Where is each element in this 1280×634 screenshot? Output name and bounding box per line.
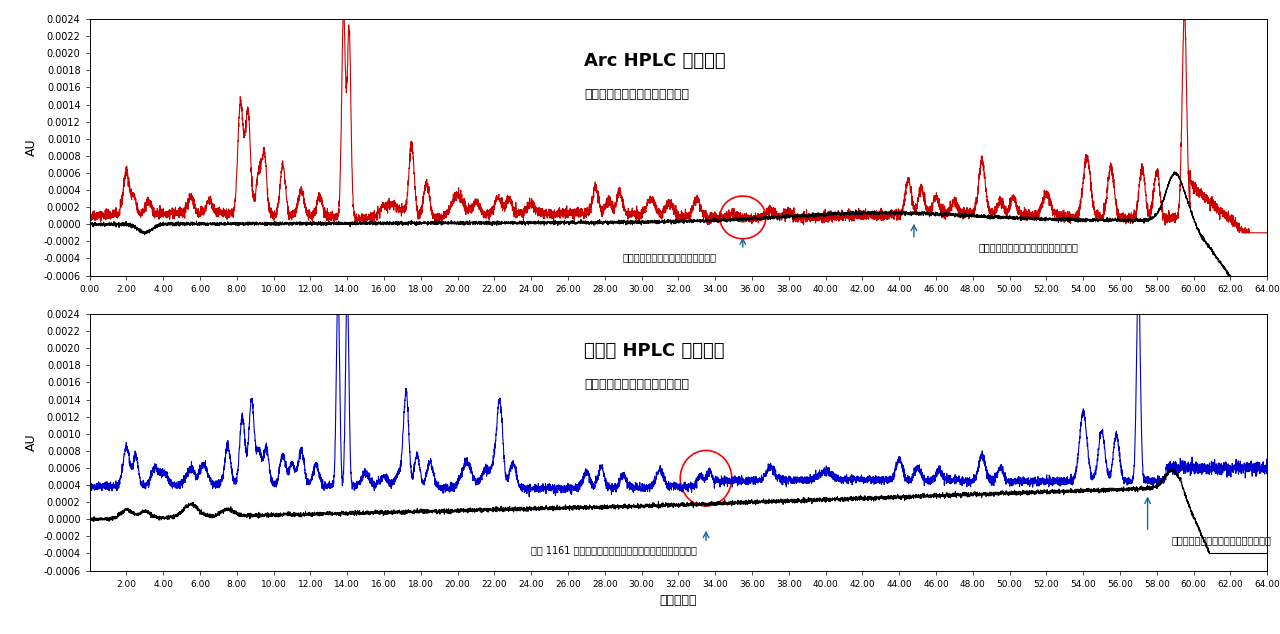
- Text: 分析後ブランク試料のクロマトグラム: 分析後ブランク試料のクロマトグラム: [1171, 535, 1271, 545]
- Text: 面積 1161 のクロルヘキシジンのピークが検出されている: 面積 1161 のクロルヘキシジンのピークが検出されている: [531, 545, 696, 555]
- Text: Arc HPLC システム: Arc HPLC システム: [584, 53, 726, 70]
- Text: 他社製 HPLC システム: 他社製 HPLC システム: [584, 342, 724, 360]
- Text: 試験サンプルのクロマトグラム: 試験サンプルのクロマトグラム: [584, 378, 689, 391]
- Text: 試験サンプルのクロマトグラム: 試験サンプルのクロマトグラム: [584, 88, 689, 101]
- Y-axis label: AU: AU: [24, 138, 38, 156]
- Text: 分析後ブランク試料のクロマトグラム: 分析後ブランク試料のクロマトグラム: [978, 242, 1078, 252]
- Y-axis label: AU: AU: [24, 434, 38, 451]
- X-axis label: 時間（分）: 時間（分）: [659, 594, 698, 607]
- Text: クロルヘキシジンのピークが未検出: クロルヘキシジンのピークが未検出: [622, 252, 717, 262]
